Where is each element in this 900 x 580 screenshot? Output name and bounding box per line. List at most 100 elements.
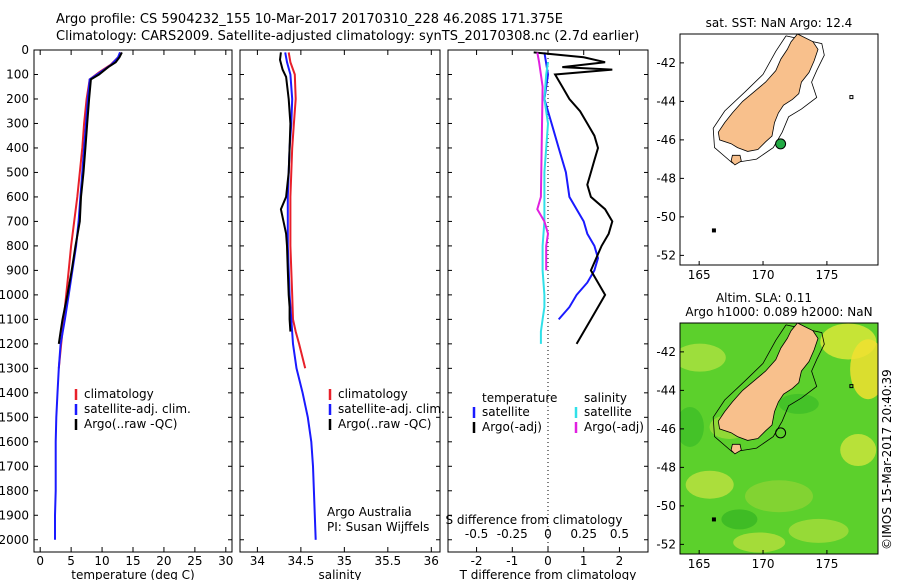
temperature-xtick-label: 15 — [125, 554, 140, 568]
salinity-xtick-label: 36 — [424, 554, 439, 568]
depth-tick-label: 2000 — [0, 533, 29, 547]
temperature-xtick-label: 10 — [94, 554, 109, 568]
sla-map-ytick-label: -52 — [656, 537, 676, 551]
difference-series-line — [543, 52, 600, 321]
sla-map-panel: 165 170 175 -42 -44 -46 -48 -50 -52 Altim. SLA: 0… — [656, 291, 879, 571]
sla-field-patch — [680, 343, 726, 372]
difference-xtick-label: -2 — [471, 554, 483, 568]
sla-map-ytick-label: -50 — [656, 499, 676, 513]
sla-field-patch — [721, 509, 758, 530]
depth-tick-label: 900 — [6, 263, 29, 277]
sla-map-ytick-label: -48 — [656, 460, 676, 474]
difference-legend-label: satellite — [584, 405, 632, 419]
sla-field-patch — [745, 480, 813, 513]
sst-map-ytick-label: -42 — [656, 56, 676, 70]
sla-map-argo-position — [775, 427, 787, 439]
salinity-diff-tick-label: 0 — [544, 527, 552, 541]
sst-map-south-island — [717, 33, 819, 152]
sla-map-xtick-label: 170 — [752, 557, 775, 571]
sla-map-ytick-label: -46 — [656, 422, 676, 436]
depth-tick-label: 800 — [6, 239, 29, 253]
salinity-xtick-label: 35 — [337, 554, 352, 568]
sst-map-stewart-island — [730, 154, 742, 166]
sst-map-panel: 165 170 175 -42 -44 -46 -48 -50 -52 sat. SST: NaN… — [656, 16, 879, 282]
sla-field-patch — [788, 518, 849, 543]
depth-tick-label: 100 — [6, 67, 29, 81]
difference-legend-label: Argo(-adj) — [482, 420, 542, 434]
legend-title-temperature: temperature — [482, 391, 557, 405]
salinity-xlabel: salinity — [318, 568, 361, 580]
sla-field-patch — [733, 532, 786, 553]
depth-tick-label: 1200 — [0, 337, 29, 351]
legend-title-salinity: salinity — [584, 391, 627, 405]
depth-tick-label: 1600 — [0, 435, 29, 449]
sst-map-title: sat. SST: NaN Argo: 12.4 — [706, 16, 853, 30]
depth-tick-label: 700 — [6, 214, 29, 228]
sla-map-auckland-islands — [711, 517, 716, 522]
sst-map-argo-position — [775, 138, 787, 150]
sla-field — [680, 323, 878, 554]
salinity-panel: 34 34.5 35 35.5 36 salinity climatologysatelli… — [239, 49, 445, 580]
depth-tick-label: 300 — [6, 116, 29, 130]
sst-map-ytick-label: -44 — [656, 94, 676, 108]
float-annotation: Argo Australia — [327, 505, 412, 519]
depth-tick-label: 1100 — [0, 312, 29, 326]
sla-field-patch — [685, 470, 734, 499]
depth-tick-label: 600 — [6, 190, 29, 204]
difference-panel: -2 -1 0 1 2T difference from climatology -0.5… — [446, 49, 649, 580]
depth-tick-label: 1500 — [0, 410, 29, 424]
difference-series-line — [533, 51, 614, 345]
salinity-legend-label: satellite-adj. clim. — [338, 402, 445, 416]
temperature-xlabel: temperature (deg C) — [71, 568, 194, 580]
sst-map-ytick-label: -48 — [656, 171, 676, 185]
depth-tick-label: 200 — [6, 92, 29, 106]
temperature-xtick-label: 30 — [218, 554, 233, 568]
sla-map-south-island — [717, 322, 819, 441]
temperature-xtick-label: 5 — [67, 554, 75, 568]
float-annotation: PI: Susan Wijffels — [327, 520, 429, 534]
sst-map-ytick-label: -46 — [656, 133, 676, 147]
figure-title-line-1: Argo profile: CS 5904232_155 10-Mar-2017… — [56, 12, 564, 27]
depth-tick-label: 1900 — [0, 508, 29, 522]
temperature-panel: 0 5 10 15 20 25 300100200300400500600700800900… — [0, 43, 233, 580]
sst-map-xtick-label: 170 — [752, 268, 775, 282]
sla-field-patch — [840, 434, 877, 467]
difference-xtick-label: 1 — [580, 554, 588, 568]
sst-map-ytick-label: -52 — [656, 248, 676, 262]
sst-map-xtick-label: 165 — [688, 268, 711, 282]
depth-tick-label: 500 — [6, 165, 29, 179]
temperature-legend-label: satellite-adj. clim. — [84, 402, 191, 416]
depth-tick-label: 1700 — [0, 459, 29, 473]
difference-xtick-label: 0 — [544, 554, 552, 568]
salinity-diff-tick-label: 0.5 — [610, 527, 629, 541]
difference-xlabel: T difference from climatology — [459, 568, 637, 580]
sst-map-auckland-islands — [711, 228, 716, 233]
sla-field-patch — [778, 393, 819, 414]
sst-map-ytick-label: -50 — [656, 210, 676, 224]
salinity-xtick-label: 34 — [250, 554, 265, 568]
temperature-xtick-label: 25 — [187, 554, 202, 568]
sla-map-stewart-island — [730, 443, 742, 455]
salinity-diff-tick-label: -0.25 — [497, 527, 528, 541]
temperature-xtick-label: 0 — [36, 554, 44, 568]
temperature-series-line — [57, 51, 123, 345]
sst-map-frame — [679, 33, 879, 266]
sst-map-depth-contour — [712, 35, 825, 164]
sst-map-xtick-label: 175 — [815, 268, 838, 282]
sla-field-patch — [680, 406, 704, 447]
difference-xtick-label: -1 — [506, 554, 518, 568]
sla-map-ytick-label: -42 — [656, 345, 676, 359]
imos-credit: ©IMOS 15-Mar-2017 20:40:39 — [880, 369, 894, 550]
temperature-legend-label: climatology — [84, 387, 154, 401]
sst-map-chatham-islands — [849, 95, 854, 100]
difference-series-line — [536, 52, 550, 271]
salinity-diff-tick-label: -0.5 — [465, 527, 488, 541]
sla-map-depth-contour — [712, 324, 825, 453]
depth-tick-label: 1400 — [0, 386, 29, 400]
sla-map-ytick-label: -44 — [656, 383, 676, 397]
depth-tick-label: 0 — [21, 43, 29, 57]
depth-tick-label: 1000 — [0, 288, 29, 302]
salinity-diff-label: S difference from climatology — [446, 513, 623, 527]
salinity-frame — [239, 49, 441, 553]
